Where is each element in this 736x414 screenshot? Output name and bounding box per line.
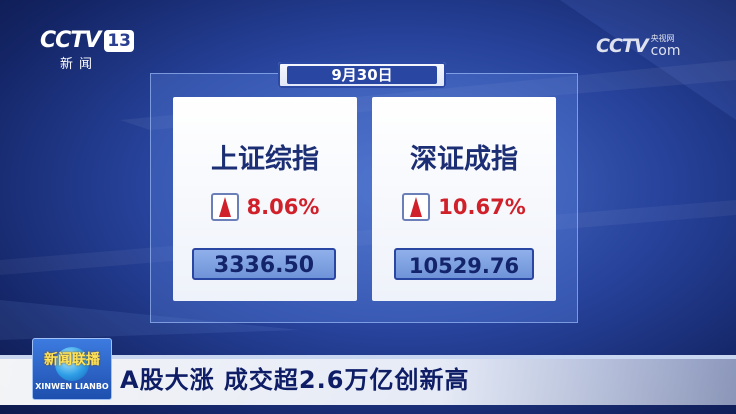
watermark-com: com — [650, 43, 681, 59]
index-name: 深证成指 — [410, 144, 518, 175]
xinwen-lianbo-logo: 新闻联播 XINWEN LIANBO — [32, 338, 112, 400]
cctv13-logo: CCTV 13 — [40, 28, 134, 53]
globe-icon — [55, 347, 89, 381]
index-name: 上证综指 — [211, 144, 319, 175]
program-pinyin: XINWEN LIANBO — [35, 382, 109, 391]
watermark-cn: 央视网 — [650, 34, 675, 43]
program-name: 新闻联播 — [44, 352, 100, 368]
headline-text: A股大涨 成交超2.6万亿创新高 — [120, 366, 470, 394]
date-tab: 9月30日 — [278, 62, 446, 88]
index-change: 8.06% — [173, 193, 357, 221]
change-percent: 8.06% — [246, 195, 320, 219]
change-percent: 10.67% — [438, 195, 526, 219]
index-card-shanghai: 上证综指 8.06% 3336.50 — [173, 97, 357, 301]
index-value: 3336.50 — [192, 248, 336, 280]
cctv-brand-text: CCTV — [40, 28, 101, 53]
index-value: 10529.76 — [394, 248, 534, 280]
watermark-brand: CCTV — [596, 35, 649, 57]
headline-bar-top-band — [0, 355, 736, 359]
date-label: 9月30日 — [287, 66, 437, 84]
up-arrow-icon — [210, 193, 239, 221]
headline-bar — [0, 355, 736, 405]
index-card-shenzhen: 深证成指 10.67% 10529.76 — [372, 97, 556, 301]
up-arrow-icon — [402, 193, 431, 221]
channel-number: 13 — [104, 29, 134, 52]
cctv-com-watermark: CCTV 央视网 com — [596, 34, 680, 58]
index-change: 10.67% — [372, 193, 556, 221]
channel-subtitle: 新闻 — [60, 57, 99, 72]
